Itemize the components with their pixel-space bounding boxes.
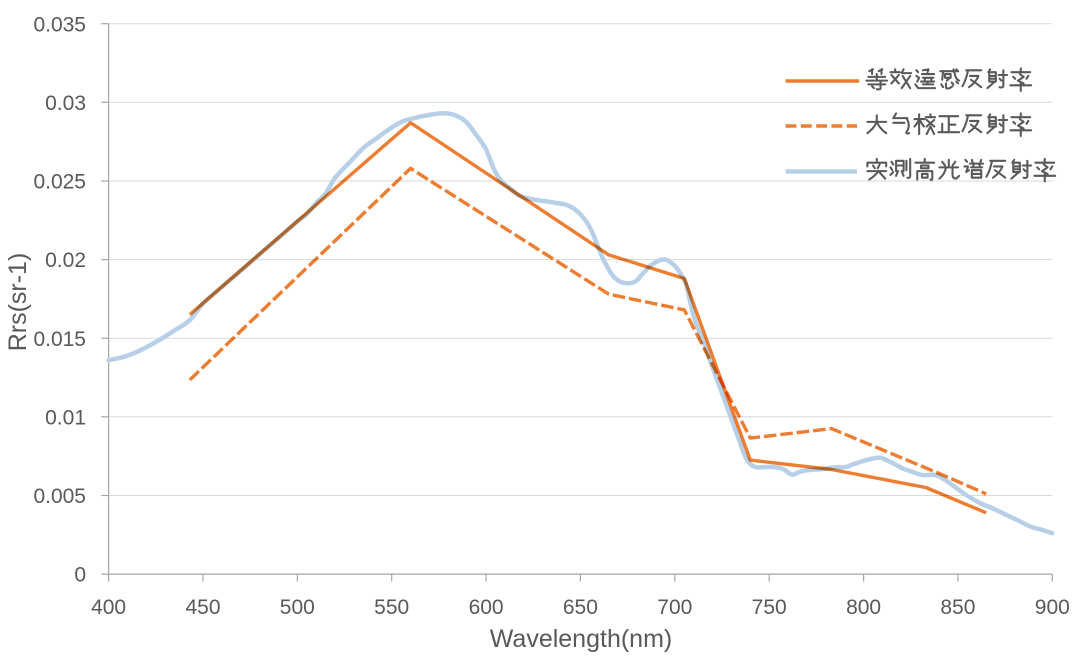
svg-text:0.02: 0.02	[45, 249, 86, 272]
svg-text:800: 800	[846, 596, 881, 619]
svg-text:900: 900	[1035, 596, 1070, 619]
svg-text:0.035: 0.035	[33, 13, 86, 36]
svg-text:0.03: 0.03	[45, 92, 86, 115]
svg-text:650: 650	[563, 596, 598, 619]
svg-text:500: 500	[280, 596, 315, 619]
svg-text:550: 550	[374, 596, 409, 619]
svg-text:Rrs(sr-1): Rrs(sr-1)	[4, 253, 32, 352]
svg-text:600: 600	[469, 596, 504, 619]
svg-text:0.025: 0.025	[33, 171, 86, 194]
svg-text:0: 0	[74, 564, 86, 587]
svg-text:450: 450	[185, 596, 220, 619]
svg-text:Wavelength(nm): Wavelength(nm)	[490, 625, 672, 653]
svg-text:700: 700	[657, 596, 692, 619]
svg-text:750: 750	[752, 596, 787, 619]
svg-text:400: 400	[91, 596, 126, 619]
svg-text:0.01: 0.01	[45, 406, 86, 429]
svg-text:0.015: 0.015	[33, 328, 86, 351]
svg-text:850: 850	[940, 596, 975, 619]
svg-text:0.005: 0.005	[33, 485, 86, 508]
